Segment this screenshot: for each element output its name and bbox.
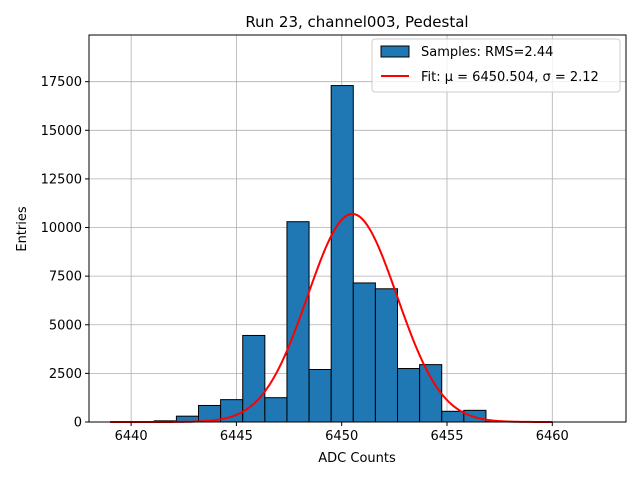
legend-swatch-samples <box>380 45 410 58</box>
y-tick-label: 7500 <box>49 270 82 285</box>
axis-ticks: 6440 6445 6450 6455 6460 0 2500 5000 7500 10000 12… <box>41 75 569 444</box>
plot-frame <box>88 34 627 423</box>
y-tick-label: 0 <box>74 416 82 431</box>
histogram-bar <box>352 282 376 423</box>
y-tick-label: 15000 <box>41 124 82 139</box>
histogram-bar <box>441 410 465 423</box>
y-tick-label: 5000 <box>49 318 82 333</box>
y-tick-label: 10000 <box>41 221 82 236</box>
chart-title: Run 23, channel003, Pedestal <box>245 13 468 31</box>
x-tick-label: 6445 <box>220 429 253 444</box>
x-tick-label: 6460 <box>536 429 569 444</box>
y-axis-label: Entries <box>15 206 30 252</box>
legend-label-samples: Samples: RMS=2.44 <box>421 45 553 60</box>
x-axis-label: ADC Counts <box>318 451 396 466</box>
y-tick-label: 12500 <box>41 172 82 187</box>
x-tick-label: 6450 <box>325 429 358 444</box>
legend: Samples: RMS=2.44 Fit: μ = 6450.504, σ =… <box>371 38 621 93</box>
x-tick-label: 6440 <box>115 429 148 444</box>
y-tick-label: 17500 <box>41 75 82 90</box>
histogram-bar <box>419 364 443 423</box>
histogram-bar <box>330 85 354 423</box>
x-tick-label: 6455 <box>430 429 463 444</box>
histogram-bar <box>374 288 399 423</box>
histogram-bars <box>153 85 509 423</box>
histogram-bar <box>308 368 332 423</box>
histogram-bar <box>264 397 288 423</box>
y-tick-label: 2500 <box>49 367 82 382</box>
legend-label-fit: Fit: μ = 6450.504, σ = 2.12 <box>421 70 599 85</box>
histogram-bar <box>397 368 421 423</box>
legend-box <box>371 38 621 93</box>
